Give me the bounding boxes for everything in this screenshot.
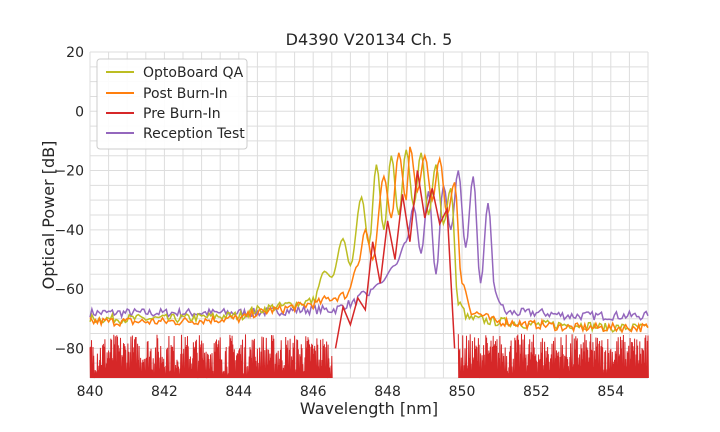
series-line — [334, 170, 456, 349]
x-tick-label: 848 — [374, 384, 401, 400]
legend-label-pre-burn-in: Pre Burn-In — [143, 106, 221, 122]
series-line — [89, 170, 649, 322]
y-tick-label: −40 — [54, 223, 84, 239]
legend: OptoBoard QA Post Burn-In Pre Burn-In Re… — [96, 58, 248, 150]
chart-title: D4390 V20134 Ch. 5 — [286, 30, 453, 49]
series-pre-burn-in — [89, 170, 649, 379]
y-tick-label: 0 — [75, 104, 84, 120]
x-tick-label: 852 — [523, 384, 550, 400]
x-axis-title: Wavelength [nm] — [300, 399, 438, 418]
series-layer — [89, 146, 649, 379]
y-axis-title: Optical Power [dB] — [39, 141, 58, 290]
legend-label-optoboard-qa: OptoBoard QA — [143, 65, 244, 81]
series-noise-left — [89, 334, 333, 379]
x-tick-label: 844 — [225, 384, 252, 400]
series-reception-test — [89, 170, 649, 322]
x-tick-label: 850 — [449, 384, 476, 400]
legend-box — [96, 58, 248, 150]
x-tick-label: 854 — [597, 384, 624, 400]
y-tick-label: −80 — [54, 341, 84, 357]
series-noise-right — [457, 333, 649, 379]
legend-label-post-burn-in: Post Burn-In — [143, 86, 228, 102]
y-tick-label: −20 — [54, 164, 84, 180]
grid-horizontal — [90, 51, 648, 379]
y-tick-label: −60 — [54, 282, 84, 298]
x-tick-label: 840 — [77, 384, 104, 400]
y-tick-labels: 20 0 −20 −40 −60 −80 — [54, 45, 84, 357]
x-tick-label: 846 — [300, 384, 327, 400]
series-post-burn-in — [89, 146, 649, 334]
series-line — [89, 146, 649, 334]
y-tick-label: 20 — [66, 45, 84, 61]
legend-label-reception-test: Reception Test — [143, 126, 245, 142]
x-tick-labels: 840 842 844 846 848 850 852 854 — [77, 384, 625, 400]
x-tick-label: 842 — [151, 384, 178, 400]
